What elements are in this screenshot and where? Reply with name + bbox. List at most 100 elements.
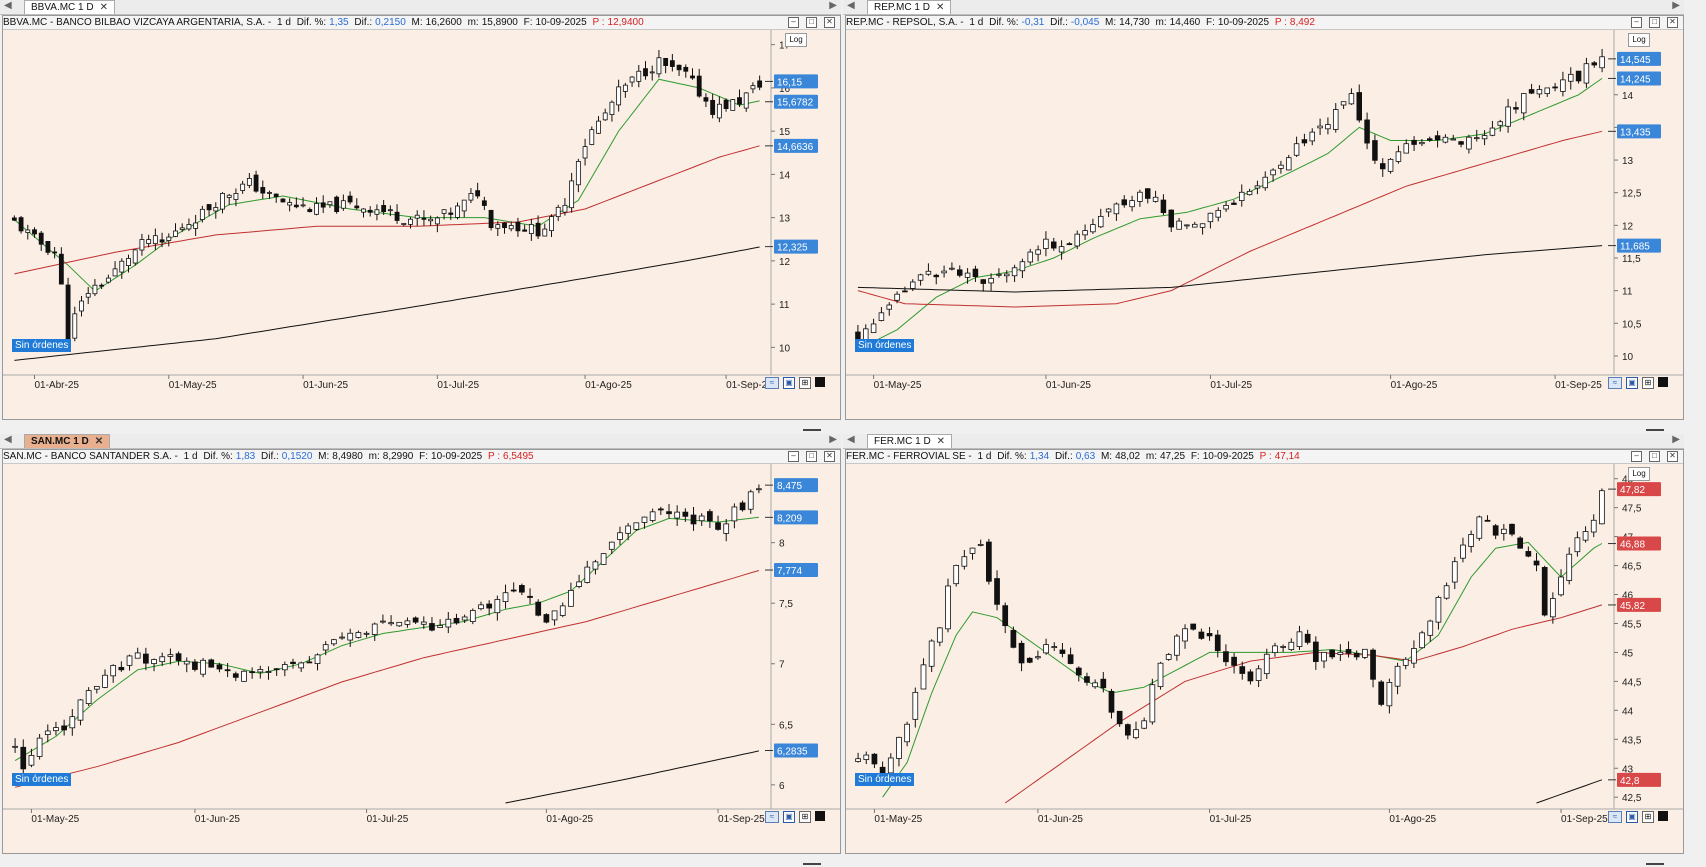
scroll-indicator[interactable] [1646,429,1664,431]
chart-tab[interactable]: REP.MC 1 D ✕ [867,0,952,14]
tab-scroll-right-icon[interactable]: ▶ [1672,0,1680,11]
split-icon[interactable]: ⊞ [1642,377,1654,389]
tab-scroll-left-icon[interactable]: ◀ [847,0,855,11]
close-icon[interactable]: ✕ [936,436,946,447]
candle [1450,134,1457,141]
close-window-icon[interactable]: ✕ [1667,17,1678,28]
split-icon[interactable]: ⊞ [799,377,811,389]
maximize-icon[interactable]: □ [1649,451,1660,462]
maximize-icon[interactable]: □ [1649,17,1660,28]
candle [374,204,380,221]
candle [12,738,18,753]
candle [461,199,467,218]
chart-area[interactable]: REP.MC - REPSOL, S.A. - 1 d Dif. %: -0,31… [845,15,1684,420]
window-controls: – □ ✕ [788,16,838,28]
svg-text:42,8: 42,8 [1620,776,1640,787]
log-scale-button[interactable]: Log [1628,33,1650,47]
candle [1206,627,1213,641]
tab-scroll-left-icon[interactable]: ◀ [4,434,12,445]
candle [696,68,702,98]
candle [11,215,17,222]
candle [1074,230,1080,250]
minimize-icon[interactable]: – [788,451,799,462]
svg-text:45,82: 45,82 [1620,601,1645,612]
wave-icon[interactable]: ≈ [765,377,779,389]
log-scale-button[interactable]: Log [1628,467,1650,481]
candlestick-chart[interactable]: 42,54343,54444,54545,54646,54747,54801-M… [846,464,1683,839]
x-tick-label: 01-May-25 [31,814,79,825]
split-icon[interactable]: ⊞ [1642,811,1654,823]
tab-scroll-left-icon[interactable]: ◀ [847,434,855,445]
split-icon[interactable]: ⊞ [799,811,811,823]
candlestick-chart[interactable]: 6 6,5 7 7,5 8 01-May-25 01-Jun-25 01-Jul-25 01-A… [3,464,840,839]
chart-tab[interactable]: FER.MC 1 D ✕ [867,434,953,448]
candlestick-chart[interactable]: 1010,51111,51212,51313,51401-May-2501-Ju… [846,30,1683,405]
tab-scroll-right-icon[interactable]: ▶ [1672,434,1680,445]
candle [1442,134,1449,144]
candle [1051,642,1058,651]
candle [1505,98,1511,133]
tab-scroll-right-icon[interactable]: ▶ [829,434,837,445]
chart-area[interactable]: SAN.MC - BANCO SANTANDER S.A. - 1 d Dif.… [2,449,841,854]
y-tick-label: 10,5 [1622,319,1642,330]
save-icon[interactable]: ▣ [783,811,795,823]
black-square-icon[interactable] [1658,377,1668,387]
minimize-icon[interactable]: – [1631,17,1642,28]
tab-scroll-left-icon[interactable]: ◀ [4,0,12,11]
y-tick-label: 46 [1622,591,1634,602]
svg-text:14,545: 14,545 [1620,55,1651,66]
candle [381,200,387,215]
chart-area[interactable]: FER.MC - FERROVIAL SE - 1 d Dif. %: 1,34 … [845,449,1684,854]
chart-area[interactable]: BBVA.MC - BANCO BILBAO VIZCAYA ARGENTARI… [2,15,841,420]
wave-icon[interactable]: ≈ [765,811,779,823]
scroll-indicator[interactable] [1646,863,1664,865]
minimize-icon[interactable]: – [788,17,799,28]
candle [977,539,984,547]
price-tag: 45,82 [1608,597,1661,612]
close-window-icon[interactable]: ✕ [824,451,835,462]
close-window-icon[interactable]: ✕ [1667,451,1678,462]
black-square-icon[interactable] [815,811,825,821]
chart-tab[interactable]: SAN.MC 1 D ✕ [24,434,111,448]
x-tick-label: 01-Jun-25 [303,380,348,391]
candle [1345,641,1352,658]
close-icon[interactable]: ✕ [935,2,945,13]
candle [961,549,968,570]
candle [401,222,407,227]
black-square-icon[interactable] [1658,811,1668,821]
candle [656,49,662,78]
wave-icon[interactable]: ≈ [1608,377,1622,389]
close-window-icon[interactable]: ✕ [824,17,835,28]
candle [643,61,648,80]
wave-icon[interactable]: ≈ [1608,811,1622,823]
maximize-icon[interactable]: □ [806,17,817,28]
svg-text:13,435: 13,435 [1620,127,1651,138]
close-icon[interactable]: ✕ [99,2,108,13]
scroll-indicator[interactable] [803,863,821,865]
candle [232,671,239,682]
candlestick-chart[interactable]: 10 11 12 13 14 15 16 17 01-Abr-25 01-May-25 01-Jun… [3,30,840,405]
save-icon[interactable]: ▣ [783,377,795,389]
candle [747,489,754,514]
y-tick-label: 47,5 [1622,504,1642,515]
candle [307,207,313,213]
candle [1434,130,1441,148]
scroll-indicator[interactable] [803,429,821,431]
chart-pane-rep: ◀ REP.MC 1 D ✕ ▶ REP.MC - REPSOL, S.A. -… [843,0,1684,433]
candle [167,648,174,665]
candle [257,665,264,679]
candle [441,209,447,220]
minimize-icon[interactable]: – [1631,451,1642,462]
save-icon[interactable]: ▣ [1626,811,1638,823]
black-square-icon[interactable] [815,377,825,387]
log-scale-button[interactable]: Log [785,33,807,47]
save-icon[interactable]: ▣ [1626,377,1638,389]
chart-tab[interactable]: BBVA.MC 1 D ✕ [24,0,115,14]
close-icon[interactable]: ✕ [94,436,104,447]
candle [757,75,763,91]
candle [469,608,476,625]
candle [969,547,976,560]
tab-scroll-right-icon[interactable]: ▶ [829,0,837,11]
candle [1160,194,1167,216]
maximize-icon[interactable]: □ [806,451,817,462]
